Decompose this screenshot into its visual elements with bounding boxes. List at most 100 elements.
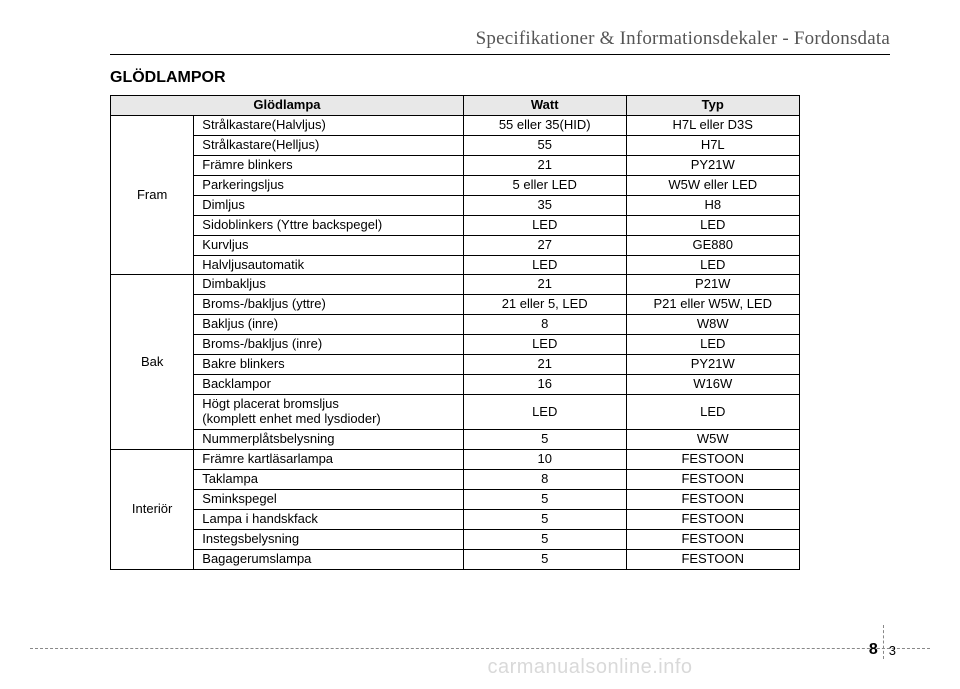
name-cell: Halvljusautomatik xyxy=(194,255,464,275)
table-row: Bakre blinkers21PY21W xyxy=(111,355,800,375)
watt-cell: 55 xyxy=(463,135,626,155)
name-cell: Kurvljus xyxy=(194,235,464,255)
watt-cell: LED xyxy=(463,335,626,355)
watt-cell: LED xyxy=(463,215,626,235)
type-cell: LED xyxy=(626,215,800,235)
table-row: Backlampor16W16W xyxy=(111,375,800,395)
table-row: Strålkastare(Helljus)55H7L xyxy=(111,135,800,155)
watt-cell: 55 eller 35(HID) xyxy=(463,115,626,135)
watt-cell: 21 eller 5, LED xyxy=(463,295,626,315)
table-row: Högt placerat bromsljus(komplett enhet m… xyxy=(111,395,800,430)
name-cell: Dimljus xyxy=(194,195,464,215)
type-cell: FESTOON xyxy=(626,549,800,569)
table-row: Broms-/bakljus (inre)LEDLED xyxy=(111,335,800,355)
group-cell: Interiör xyxy=(111,449,194,569)
name-cell: Strålkastare(Helljus) xyxy=(194,135,464,155)
name-cell: Bagagerumslampa xyxy=(194,549,464,569)
type-cell: W5W eller LED xyxy=(626,175,800,195)
name-cell: Lampa i handskfack xyxy=(194,509,464,529)
table-row: BakDimbakljus21P21W xyxy=(111,275,800,295)
name-cell: Broms-/bakljus (yttre) xyxy=(194,295,464,315)
watt-cell: LED xyxy=(463,395,626,430)
header-title: Specifikationer & Informationsdekaler - … xyxy=(110,28,890,50)
type-cell: W5W xyxy=(626,429,800,449)
type-cell: LED xyxy=(626,395,800,430)
name-cell: Bakre blinkers xyxy=(194,355,464,375)
name-cell: Främre kartläsarlampa xyxy=(194,449,464,469)
th-lamp: Glödlampa xyxy=(111,96,464,116)
table-row: Nummerplåtsbelysning5W5W xyxy=(111,429,800,449)
table-row: Broms-/bakljus (yttre)21 eller 5, LEDP21… xyxy=(111,295,800,315)
type-cell: LED xyxy=(626,255,800,275)
name-cell: Främre blinkers xyxy=(194,155,464,175)
page: Specifikationer & Informationsdekaler - … xyxy=(0,0,960,689)
table-row: Taklampa8FESTOON xyxy=(111,469,800,489)
watermark: carmanualsonline.info xyxy=(110,656,960,679)
table-row: Parkeringsljus5 eller LEDW5W eller LED xyxy=(111,175,800,195)
table-header-row: Glödlampa Watt Typ xyxy=(111,96,800,116)
watt-cell: 21 xyxy=(463,155,626,175)
type-cell: FESTOON xyxy=(626,489,800,509)
page-number: 8 3 xyxy=(869,625,896,659)
watt-cell: 5 xyxy=(463,489,626,509)
name-cell: Nummerplåtsbelysning xyxy=(194,429,464,449)
watt-cell: 8 xyxy=(463,315,626,335)
type-cell: FESTOON xyxy=(626,529,800,549)
watt-cell: LED xyxy=(463,255,626,275)
type-cell: W16W xyxy=(626,375,800,395)
th-watt: Watt xyxy=(463,96,626,116)
table-row: Dimljus35H8 xyxy=(111,195,800,215)
table-row: Kurvljus27GE880 xyxy=(111,235,800,255)
name-cell: Backlampor xyxy=(194,375,464,395)
table-row: FramStrålkastare(Halvljus)55 eller 35(HI… xyxy=(111,115,800,135)
type-cell: FESTOON xyxy=(626,469,800,489)
watt-cell: 8 xyxy=(463,469,626,489)
footer xyxy=(0,648,960,653)
name-cell: Sminkspegel xyxy=(194,489,464,509)
name-cell: Högt placerat bromsljus(komplett enhet m… xyxy=(194,395,464,430)
type-cell: H7L xyxy=(626,135,800,155)
type-cell: P21 eller W5W, LED xyxy=(626,295,800,315)
type-cell: PY21W xyxy=(626,155,800,175)
type-cell: LED xyxy=(626,335,800,355)
type-cell: H7L eller D3S xyxy=(626,115,800,135)
section-title: GLÖDLAMPOR xyxy=(110,69,890,87)
watt-cell: 5 eller LED xyxy=(463,175,626,195)
group-cell: Bak xyxy=(111,275,194,449)
type-cell: H8 xyxy=(626,195,800,215)
type-cell: W8W xyxy=(626,315,800,335)
table-row: Instegsbelysning5FESTOON xyxy=(111,529,800,549)
watt-cell: 5 xyxy=(463,509,626,529)
name-cell: Sidoblinkers (Yttre backspegel) xyxy=(194,215,464,235)
type-cell: P21W xyxy=(626,275,800,295)
table-row: HalvljusautomatikLEDLED xyxy=(111,255,800,275)
group-cell: Fram xyxy=(111,115,194,275)
watt-cell: 27 xyxy=(463,235,626,255)
watt-cell: 5 xyxy=(463,429,626,449)
type-cell: FESTOON xyxy=(626,509,800,529)
table-row: Sminkspegel5FESTOON xyxy=(111,489,800,509)
watt-cell: 35 xyxy=(463,195,626,215)
name-cell: Instegsbelysning xyxy=(194,529,464,549)
watt-cell: 21 xyxy=(463,355,626,375)
table-row: InteriörFrämre kartläsarlampa10FESTOON xyxy=(111,449,800,469)
name-cell: Dimbakljus xyxy=(194,275,464,295)
th-type: Typ xyxy=(626,96,800,116)
name-cell: Parkeringsljus xyxy=(194,175,464,195)
watt-cell: 16 xyxy=(463,375,626,395)
page-number-sub: 3 xyxy=(886,643,896,659)
table-row: Lampa i handskfack5FESTOON xyxy=(111,509,800,529)
watt-cell: 10 xyxy=(463,449,626,469)
name-cell: Bakljus (inre) xyxy=(194,315,464,335)
watt-cell: 5 xyxy=(463,549,626,569)
page-number-divider xyxy=(883,625,884,659)
table-row: Främre blinkers21PY21W xyxy=(111,155,800,175)
table-row: Bakljus (inre)8W8W xyxy=(111,315,800,335)
name-cell: Strålkastare(Halvljus) xyxy=(194,115,464,135)
watt-cell: 21 xyxy=(463,275,626,295)
header-rule xyxy=(110,54,890,55)
type-cell: GE880 xyxy=(626,235,800,255)
table-row: Bagagerumslampa5FESTOON xyxy=(111,549,800,569)
watt-cell: 5 xyxy=(463,529,626,549)
spec-table: Glödlampa Watt Typ FramStrålkastare(Halv… xyxy=(110,95,800,570)
